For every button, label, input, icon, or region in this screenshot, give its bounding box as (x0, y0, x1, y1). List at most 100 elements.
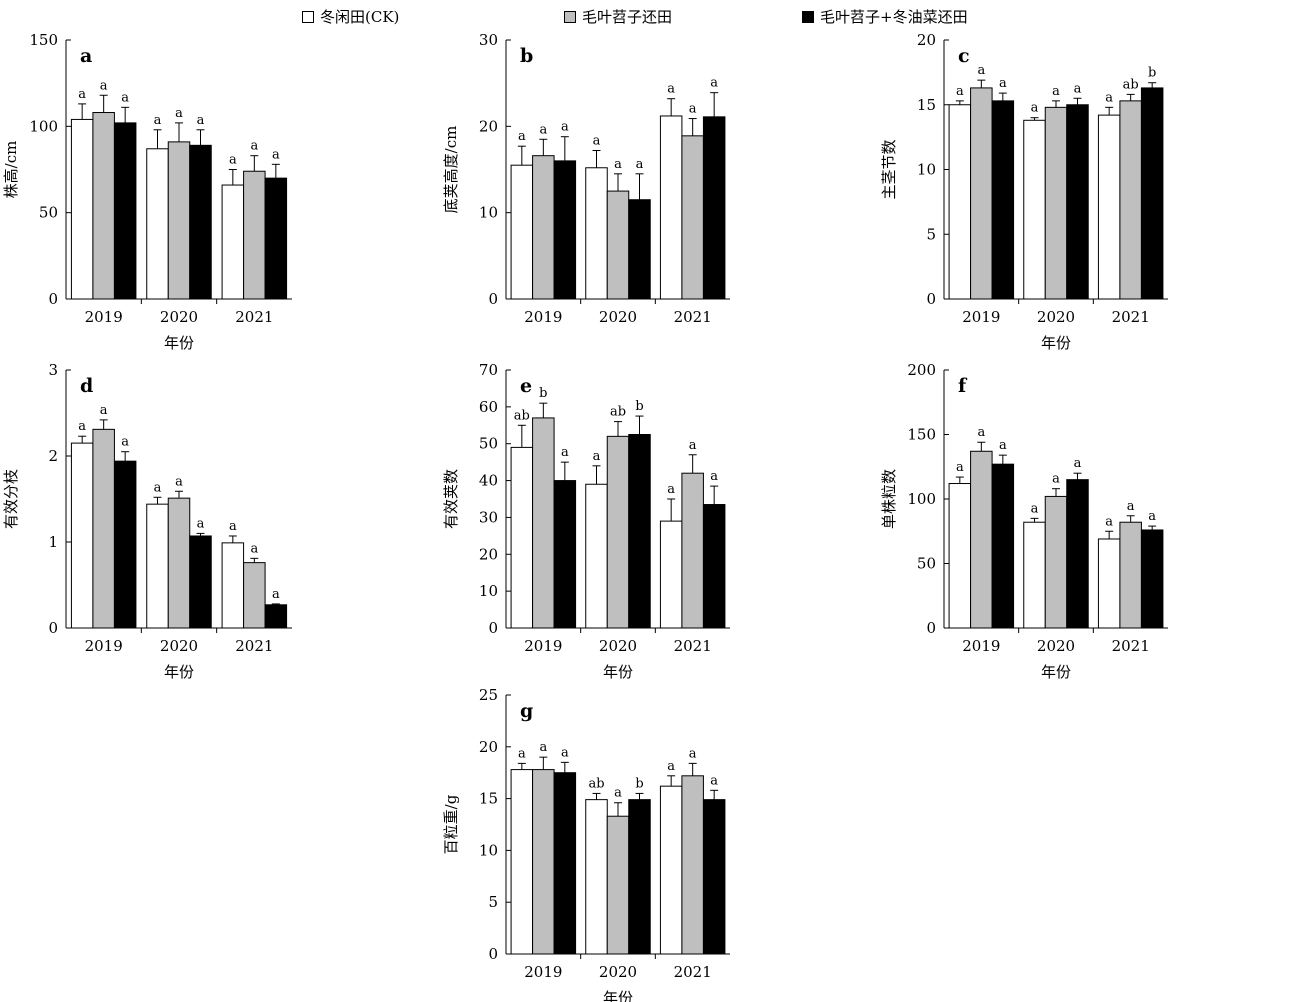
significance-label: a (1148, 509, 1156, 524)
y-tick-label: 70 (479, 361, 498, 379)
bar (264, 604, 288, 629)
significance-label: a (593, 134, 601, 149)
significance-label: a (272, 147, 280, 162)
x-axis-title: 年份 (1041, 334, 1071, 352)
bar (70, 442, 94, 629)
significance-label: a (272, 587, 280, 602)
x-tick-label: 2019 (85, 637, 123, 655)
significance-label: a (154, 480, 162, 495)
bar (1119, 521, 1142, 629)
x-tick-label: 2021 (1112, 637, 1150, 655)
significance-label: a (518, 746, 526, 761)
y-tick-label: 60 (479, 398, 498, 416)
bar (702, 116, 726, 300)
significance-label: a (539, 122, 547, 137)
y-tick-label: 20 (479, 117, 498, 135)
legend-label-ck: 冬闲田(CK) (320, 8, 400, 26)
bar (189, 144, 212, 300)
bar (585, 483, 608, 629)
x-tick-label: 2021 (674, 963, 712, 981)
bar (113, 460, 137, 629)
x-axis-title: 年份 (1041, 663, 1071, 681)
y-tick-label: 20 (917, 31, 936, 49)
bar (167, 497, 191, 629)
y-tick-label: 50 (917, 555, 936, 573)
significance-label: a (561, 745, 569, 760)
bar (146, 503, 169, 629)
significance-label: b (635, 399, 643, 414)
y-tick-label: 15 (917, 96, 936, 114)
significance-label: a (1074, 81, 1082, 96)
bar (1066, 479, 1089, 629)
bar (970, 87, 993, 300)
bar (113, 122, 137, 300)
x-tick-label: 2020 (1037, 308, 1075, 326)
y-tick-label: 0 (488, 290, 498, 308)
y-tick-label: 10 (917, 161, 936, 179)
y-axis-title: 百粒重/g (442, 794, 460, 854)
y-axis-title: 有效荚数 (442, 469, 460, 529)
x-tick-label: 2021 (1112, 308, 1150, 326)
significance-label: a (689, 438, 697, 453)
legend-label-vetch-rape: 毛叶苕子+冬油菜还田 (820, 8, 968, 26)
bar (681, 775, 704, 955)
significance-label: a (1031, 501, 1039, 516)
y-tick-label: 5 (926, 225, 936, 243)
significance-label: ab (588, 776, 604, 791)
significance-label: a (1031, 101, 1039, 116)
bar (628, 199, 651, 300)
y-tick-label: 20 (479, 545, 498, 563)
panel-letter: e (520, 375, 532, 397)
significance-label: a (250, 139, 258, 154)
y-tick-label: 5 (488, 893, 498, 911)
legend-item-vetch: 毛叶苕子还田 (564, 6, 672, 27)
y-tick-label: 30 (479, 508, 498, 526)
bar (264, 177, 288, 300)
bar (92, 112, 115, 300)
bar (970, 450, 993, 629)
y-tick-label: 10 (479, 841, 498, 859)
bar (146, 148, 169, 300)
x-tick-label: 2020 (599, 637, 637, 655)
y-tick-label: 0 (48, 290, 58, 308)
y-tick-label: 25 (479, 686, 498, 704)
y-tick-label: 15 (479, 790, 498, 808)
x-tick-label: 2021 (674, 308, 712, 326)
bar (606, 435, 630, 629)
legend-swatch-ck (302, 10, 314, 23)
significance-label: a (977, 425, 985, 440)
significance-label: a (689, 102, 697, 117)
bar (585, 167, 608, 300)
x-tick-label: 2019 (524, 637, 562, 655)
y-tick-label: 1 (48, 533, 58, 551)
significance-label: a (956, 84, 964, 99)
x-tick-label: 2020 (160, 637, 198, 655)
significance-label: a (100, 78, 108, 93)
significance-label: a (1105, 514, 1113, 529)
bar (606, 190, 630, 300)
bar (991, 463, 1015, 629)
bar (1044, 106, 1068, 300)
y-axis-title: 主茎节数 (880, 139, 898, 199)
bar (991, 100, 1015, 300)
y-axis-title: 有效分枝 (2, 469, 20, 529)
significance-label: a (561, 120, 569, 135)
bar (510, 164, 534, 300)
bar (167, 141, 191, 300)
bar (221, 184, 245, 300)
significance-label: a (636, 157, 644, 172)
x-tick-label: 2019 (962, 308, 1000, 326)
y-tick-label: 50 (39, 204, 58, 222)
y-tick-label: 50 (479, 435, 498, 453)
y-tick-label: 0 (488, 619, 498, 637)
bar (606, 815, 630, 955)
y-tick-label: 0 (488, 945, 498, 963)
significance-label: a (197, 516, 205, 531)
y-tick-label: 20 (479, 738, 498, 756)
x-tick-label: 2019 (524, 308, 562, 326)
significance-label: a (154, 113, 162, 128)
x-tick-label: 2020 (1037, 637, 1075, 655)
